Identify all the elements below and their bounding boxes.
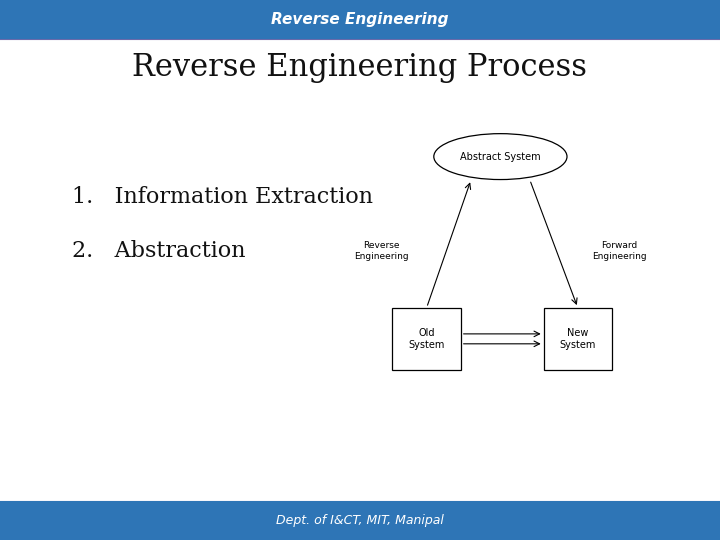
Text: Abstract System: Abstract System	[460, 152, 541, 161]
Text: 2.   Abstraction: 2. Abstraction	[72, 240, 246, 262]
Bar	[0, 0, 720, 39]
Text: New
System: New System	[559, 328, 596, 350]
Text: Forward
Engineering: Forward Engineering	[592, 241, 647, 261]
Text: Reverse
Engineering: Reverse Engineering	[354, 241, 409, 261]
Text: Reverse Engineering Process: Reverse Engineering Process	[132, 52, 588, 83]
Text: Reverse Engineering: Reverse Engineering	[271, 12, 449, 27]
Bar	[544, 308, 612, 370]
Bar	[0, 501, 720, 540]
Bar	[392, 308, 461, 370]
Text: 1.   Information Extraction: 1. Information Extraction	[72, 186, 373, 208]
Text: Old
System: Old System	[408, 328, 445, 350]
Text: Dept. of I&CT, MIT, Manipal: Dept. of I&CT, MIT, Manipal	[276, 514, 444, 527]
